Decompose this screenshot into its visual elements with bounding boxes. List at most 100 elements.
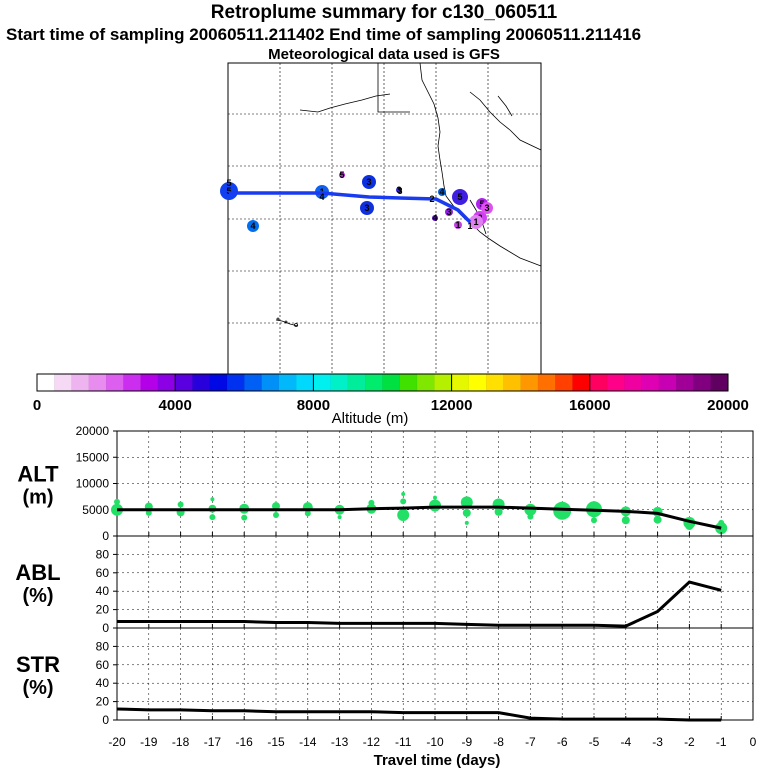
y-tick-label: 20 bbox=[96, 695, 110, 709]
y-tick-label: 10000 bbox=[76, 477, 110, 491]
track-label: 3 bbox=[397, 186, 402, 196]
track-label: 1 bbox=[467, 221, 472, 231]
map-frame bbox=[227, 62, 542, 375]
y-tick-label: 5000 bbox=[82, 503, 109, 517]
map-marker-label: 5 bbox=[479, 199, 484, 209]
x-tick-label: -9 bbox=[461, 735, 472, 749]
scatter-point bbox=[400, 498, 407, 505]
track-label: 2 bbox=[429, 194, 434, 204]
colorbar-cell bbox=[658, 373, 677, 392]
x-tick-label: -14 bbox=[299, 735, 317, 749]
x-tick-label: -8 bbox=[493, 735, 504, 749]
map-marker bbox=[432, 215, 438, 221]
x-tick-label: 0 bbox=[750, 735, 757, 749]
x-tick-label: -18 bbox=[172, 735, 190, 749]
y-axis-unit: (m) bbox=[22, 487, 53, 509]
scatter-point bbox=[304, 510, 311, 517]
x-tick-label: -16 bbox=[236, 735, 254, 749]
scatter-point bbox=[210, 497, 215, 502]
scatter-point bbox=[460, 496, 473, 509]
scatter-point bbox=[527, 513, 534, 520]
scatter-point bbox=[401, 492, 406, 496]
colorbar-tick-label: 0 bbox=[33, 397, 41, 414]
colorbar-cell bbox=[295, 373, 315, 392]
colorbar-cell bbox=[261, 373, 280, 392]
y-tick-label: 60 bbox=[96, 658, 110, 672]
x-tick-label: -5 bbox=[589, 735, 600, 749]
colorbar-cell bbox=[192, 373, 211, 392]
x-tick-label: -3 bbox=[652, 735, 663, 749]
map-marker-label: 3 bbox=[366, 177, 371, 187]
y-tick-label: 15000 bbox=[76, 450, 110, 464]
mean-trajectory bbox=[229, 191, 472, 224]
scatter-point bbox=[433, 495, 437, 500]
map-marker-label: 3 bbox=[364, 203, 369, 213]
colorbar-cell bbox=[537, 373, 556, 392]
scatter-point bbox=[591, 517, 597, 524]
colorbar-cell bbox=[589, 373, 608, 392]
colorbar-cell bbox=[313, 373, 332, 392]
colorbar-cell bbox=[624, 373, 643, 392]
scatter-point bbox=[685, 522, 694, 531]
scatter-point bbox=[337, 515, 342, 520]
chart-title: Retroplume summary for c130_060511 bbox=[210, 2, 558, 23]
map-marker bbox=[339, 172, 345, 178]
colorbar-cell bbox=[676, 373, 695, 392]
y-tick-label: 0 bbox=[102, 529, 109, 543]
map-marker-label: 3 bbox=[484, 203, 489, 213]
map-marker bbox=[396, 187, 402, 193]
map-marker bbox=[362, 175, 376, 189]
y-axis-label: ALT bbox=[17, 462, 59, 487]
x-tick-label: -6 bbox=[557, 735, 568, 749]
colorbar-cell bbox=[244, 373, 263, 392]
colorbar-cell bbox=[175, 373, 194, 392]
map-marker-label: 1 bbox=[455, 220, 460, 230]
y-axis-unit: (%) bbox=[22, 585, 53, 607]
map-marker-label: 5 bbox=[457, 192, 462, 202]
colorbar-cell bbox=[485, 373, 505, 392]
colorbar-cell bbox=[36, 373, 55, 392]
colorbar-cell bbox=[710, 373, 729, 392]
map-marker bbox=[445, 208, 453, 216]
y-tick-label: 60 bbox=[96, 566, 110, 580]
map-marker-label: 4 bbox=[250, 221, 255, 231]
colorbar-tick-label: 20000 bbox=[707, 397, 749, 414]
y-axis-label: STR bbox=[16, 652, 60, 677]
colorbar-tick-label: 16000 bbox=[569, 397, 611, 414]
colorbar-cell bbox=[434, 373, 453, 392]
panel-alt: 20000 15000 10000 5000 0 ALT(m) bbox=[17, 424, 754, 543]
scatter-point bbox=[397, 509, 410, 521]
map-marker bbox=[469, 215, 483, 229]
map-marker bbox=[481, 202, 493, 214]
colorbar-cell bbox=[226, 373, 245, 392]
colorbar-cell bbox=[278, 373, 297, 392]
colorbar-cell bbox=[54, 373, 73, 392]
colorbar-cell bbox=[330, 373, 349, 392]
colorbar: 0 4000 8000 12000 16000 20000 Altitude (m) bbox=[33, 373, 749, 427]
series-line-abl bbox=[117, 580, 722, 628]
x-tick-label: -20 bbox=[108, 735, 126, 749]
scatter-point bbox=[145, 509, 152, 516]
met-data-label: Meteorological data used is GFS bbox=[268, 46, 500, 63]
map-marker bbox=[220, 182, 238, 200]
y-tick-label: 0 bbox=[102, 621, 109, 635]
colorbar-cell bbox=[399, 373, 418, 392]
colorbar-cell bbox=[555, 373, 574, 392]
map-coastline bbox=[275, 62, 542, 327]
map-marker bbox=[452, 189, 468, 205]
scatter-point bbox=[494, 507, 503, 516]
scatter-point bbox=[241, 514, 248, 521]
x-tick-labels: -20 -19 -18 -17 -16 -15 -14 -13 -12 -11 -10 -9 -8 -7-… bbox=[108, 735, 756, 749]
colorbar-cell bbox=[88, 373, 107, 392]
colorbar-cell bbox=[140, 373, 159, 392]
x-tick-label: -12 bbox=[363, 735, 381, 749]
colorbar-cell bbox=[209, 373, 228, 392]
scatter-point bbox=[718, 519, 725, 526]
y-tick-label: 80 bbox=[96, 547, 110, 561]
colorbar-cell bbox=[347, 373, 366, 392]
map-marker-label: 3 bbox=[446, 207, 451, 217]
scatter-point bbox=[273, 512, 279, 518]
map-marker-label: 5 bbox=[339, 170, 344, 180]
